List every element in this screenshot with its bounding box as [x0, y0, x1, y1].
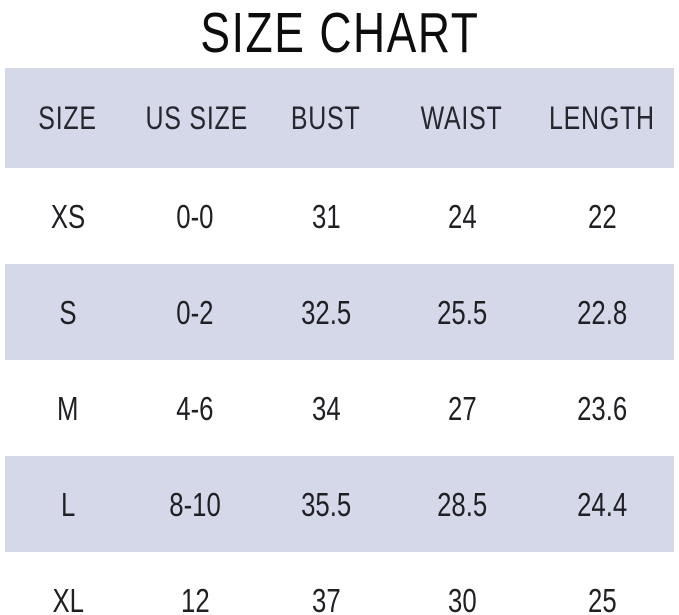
table-cell: 23.6 [531, 392, 674, 425]
cell-text: 0-2 [176, 293, 214, 331]
column-header-waist: WAIST [393, 102, 531, 134]
table-row-s: S 0-2 32.5 25.5 22.8 [5, 264, 674, 360]
cell-text: 12 [180, 581, 210, 615]
cell-text: 24 [447, 197, 477, 235]
column-header-length: LENGTH [531, 102, 674, 134]
table-cell: 30 [393, 584, 531, 615]
table-cell: 22.8 [531, 296, 674, 329]
cell-text: 4-6 [176, 389, 214, 427]
table-cell: XL [5, 584, 131, 615]
table-cell: 12 [131, 584, 259, 615]
table-cell: 34 [259, 392, 393, 425]
table-cell: 24 [393, 200, 531, 233]
column-header-label: US SIZE [145, 100, 248, 136]
cell-text: 28.5 [436, 485, 487, 523]
table-row-l: L 8-10 35.5 28.5 24.4 [5, 456, 674, 552]
table-cell: 31 [259, 200, 393, 233]
cell-text: 27 [447, 389, 477, 427]
cell-text: 37 [311, 581, 341, 615]
cell-text: XL [52, 581, 84, 615]
table-cell: 25.5 [393, 296, 531, 329]
cell-text: 23.6 [577, 389, 628, 427]
table-cell: 37 [259, 584, 393, 615]
cell-text: M [57, 389, 79, 427]
cell-text: 8-10 [169, 485, 221, 523]
column-header-bust: BUST [259, 102, 393, 134]
table-cell: 8-10 [131, 488, 259, 521]
table-cell: 4-6 [131, 392, 259, 425]
table-row-xs: XS 0-0 31 24 22 [5, 168, 674, 264]
page-title: SIZE CHART [0, 0, 679, 66]
table-cell: M [5, 392, 131, 425]
cell-text: 25 [588, 581, 617, 615]
table-cell: 25 [531, 584, 674, 615]
table-cell: 32.5 [259, 296, 393, 329]
cell-text: 31 [311, 197, 341, 235]
size-table: SIZE US SIZE BUST WAIST LENGTH XS 0-0 31… [5, 68, 674, 615]
table-cell: 0-2 [131, 296, 259, 329]
table-header-row: SIZE US SIZE BUST WAIST LENGTH [5, 68, 674, 168]
cell-text: 24.4 [577, 485, 628, 523]
table-cell: 28.5 [393, 488, 531, 521]
column-header-label: WAIST [420, 100, 503, 136]
cell-text: S [59, 293, 77, 331]
column-header-us-size: US SIZE [131, 102, 259, 134]
table-cell: XS [5, 200, 131, 233]
column-header-label: LENGTH [549, 100, 656, 136]
table-cell: 27 [393, 392, 531, 425]
table-row-xl: XL 12 37 30 25 [5, 552, 674, 615]
table-cell: S [5, 296, 131, 329]
cell-text: 35.5 [301, 485, 352, 523]
column-header-label: SIZE [38, 100, 98, 136]
cell-text: L [60, 485, 76, 523]
cell-text: 25.5 [436, 293, 487, 331]
table-cell: L [5, 488, 131, 521]
table-cell: 22 [531, 200, 674, 233]
table-row-m: M 4-6 34 27 23.6 [5, 360, 674, 456]
page-title-text: SIZE CHART [199, 0, 480, 65]
table-cell: 24.4 [531, 488, 674, 521]
table-cell: 35.5 [259, 488, 393, 521]
cell-text: 0-0 [176, 197, 214, 235]
cell-text: 22 [588, 197, 617, 235]
table-cell: 0-0 [131, 200, 259, 233]
cell-text: 34 [311, 389, 341, 427]
cell-text: XS [50, 197, 86, 235]
cell-text: 22.8 [577, 293, 628, 331]
cell-text: 30 [447, 581, 477, 615]
cell-text: 32.5 [301, 293, 352, 331]
column-header-label: BUST [291, 100, 361, 136]
column-header-size: SIZE [5, 102, 131, 134]
